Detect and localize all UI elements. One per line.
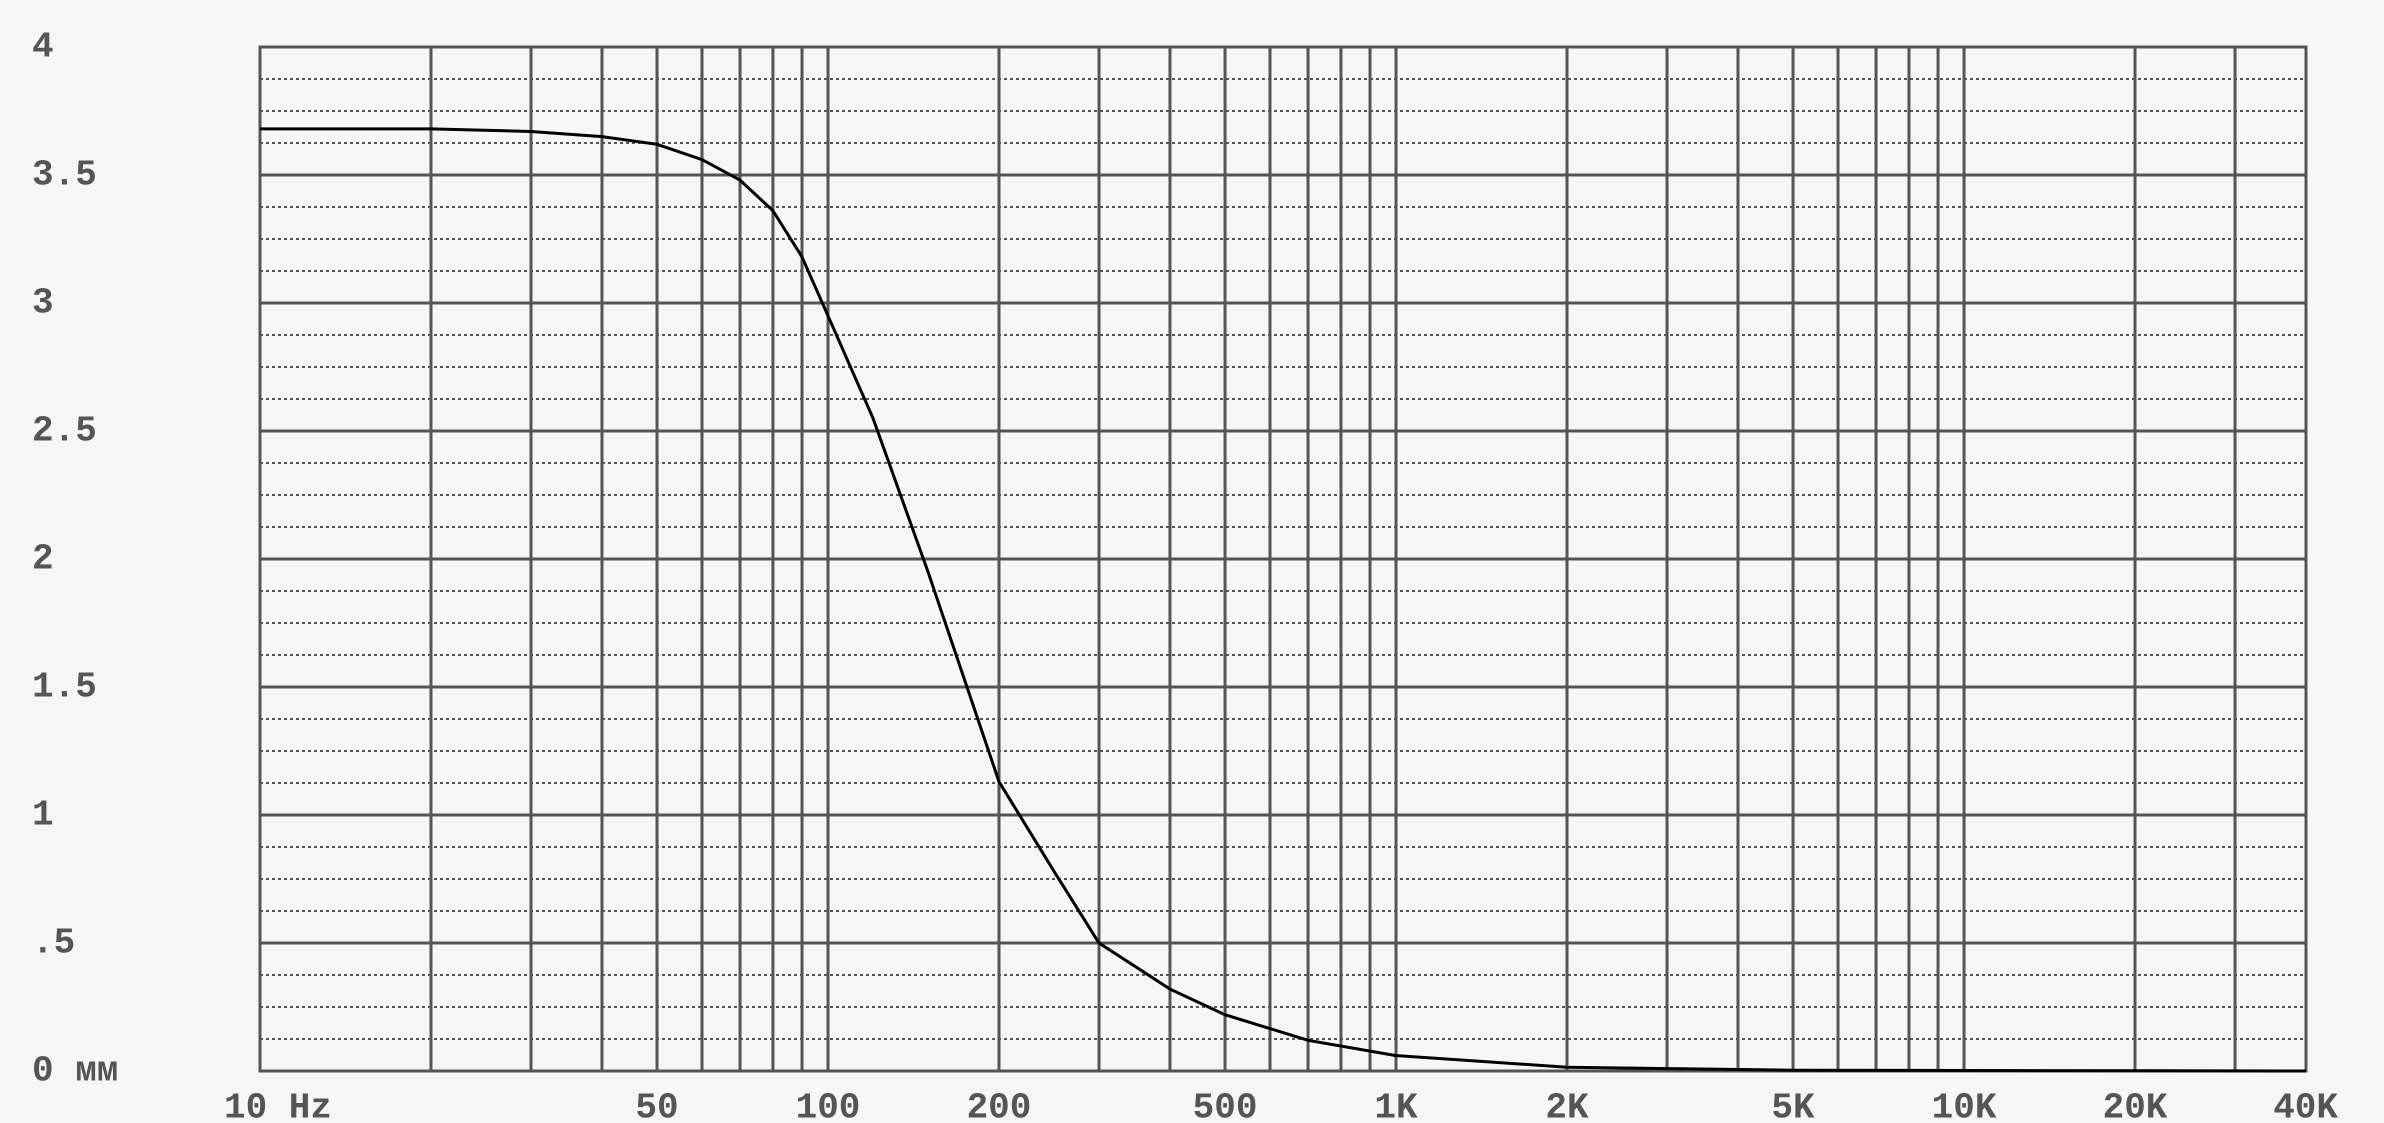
x-tick-label: 200: [967, 1088, 1032, 1123]
x-tick-label: 20K: [2103, 1088, 2168, 1123]
plot-frame: [258, 45, 2308, 1073]
x-tick-label: 1K: [1374, 1088, 1418, 1123]
y-tick-label: 3.5: [32, 155, 97, 196]
x-tick-label: 100: [796, 1088, 861, 1123]
y-tick-label: 3: [32, 283, 54, 324]
y-tick-label: 2.5: [32, 411, 97, 452]
y-tick-label: 1: [32, 795, 54, 836]
x-tick-label: 10 Hz: [224, 1088, 332, 1123]
x-tick-label: 40K: [2273, 1088, 2338, 1123]
x-tick-label: 10K: [1932, 1088, 1997, 1123]
data-line: [260, 127, 2307, 1073]
x-tick-label: 5K: [1771, 1088, 1815, 1123]
y-tick-label: 0 мм: [32, 1051, 118, 1092]
y-tick-label: 1.5: [32, 667, 97, 708]
y-tick-label: 4: [32, 27, 54, 68]
x-tick-label: 50: [635, 1088, 678, 1123]
x-tick-label: 500: [1193, 1088, 1258, 1123]
x-tick-label: 2K: [1545, 1088, 1589, 1123]
y-tick-label: 2: [32, 539, 54, 580]
y-tick-label: .5: [32, 923, 75, 964]
